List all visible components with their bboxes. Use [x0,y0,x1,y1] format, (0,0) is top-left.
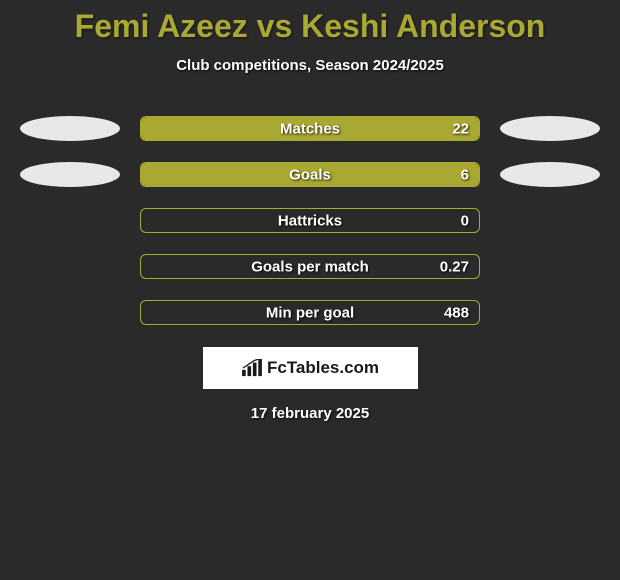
player-oval-left [20,116,120,141]
stat-row: Goals per match 0.27 [0,254,620,279]
page-title: Femi Azeez vs Keshi Anderson [75,8,546,45]
stat-bar: Goals per match 0.27 [140,254,480,279]
oval-placeholder [20,254,120,279]
stat-bar: Matches 22 [140,116,480,141]
oval-placeholder [500,254,600,279]
oval-placeholder [20,208,120,233]
stat-bar: Min per goal 488 [140,300,480,325]
stat-value: 6 [461,166,469,183]
stat-row: Matches 22 [0,116,620,141]
stat-row: Goals 6 [0,162,620,187]
oval-placeholder [500,300,600,325]
page-subtitle: Club competitions, Season 2024/2025 [176,57,444,74]
stat-label: Goals [289,166,331,183]
stat-label: Hattricks [278,212,342,229]
brand-badge: FcTables.com [203,347,418,389]
stat-row: Min per goal 488 [0,300,620,325]
stat-label: Goals per match [251,258,369,275]
stat-label: Min per goal [266,304,354,321]
stat-label: Matches [280,120,340,137]
oval-placeholder [500,208,600,233]
stats-list: Matches 22 Goals 6 Hattricks 0 [0,116,620,325]
stat-value: 22 [452,120,469,137]
stat-row: Hattricks 0 [0,208,620,233]
bar-chart-icon [241,359,263,377]
player-oval-right [500,116,600,141]
stat-value: 0.27 [440,258,469,275]
stat-bar: Goals 6 [140,162,480,187]
stat-value: 0 [461,212,469,229]
player-oval-left [20,162,120,187]
player-oval-right [500,162,600,187]
brand-text: FcTables.com [267,358,379,378]
date-label: 17 february 2025 [251,405,369,422]
infographic-container: Femi Azeez vs Keshi Anderson Club compet… [0,0,620,422]
stat-bar: Hattricks 0 [140,208,480,233]
oval-placeholder [20,300,120,325]
stat-value: 488 [444,304,469,321]
